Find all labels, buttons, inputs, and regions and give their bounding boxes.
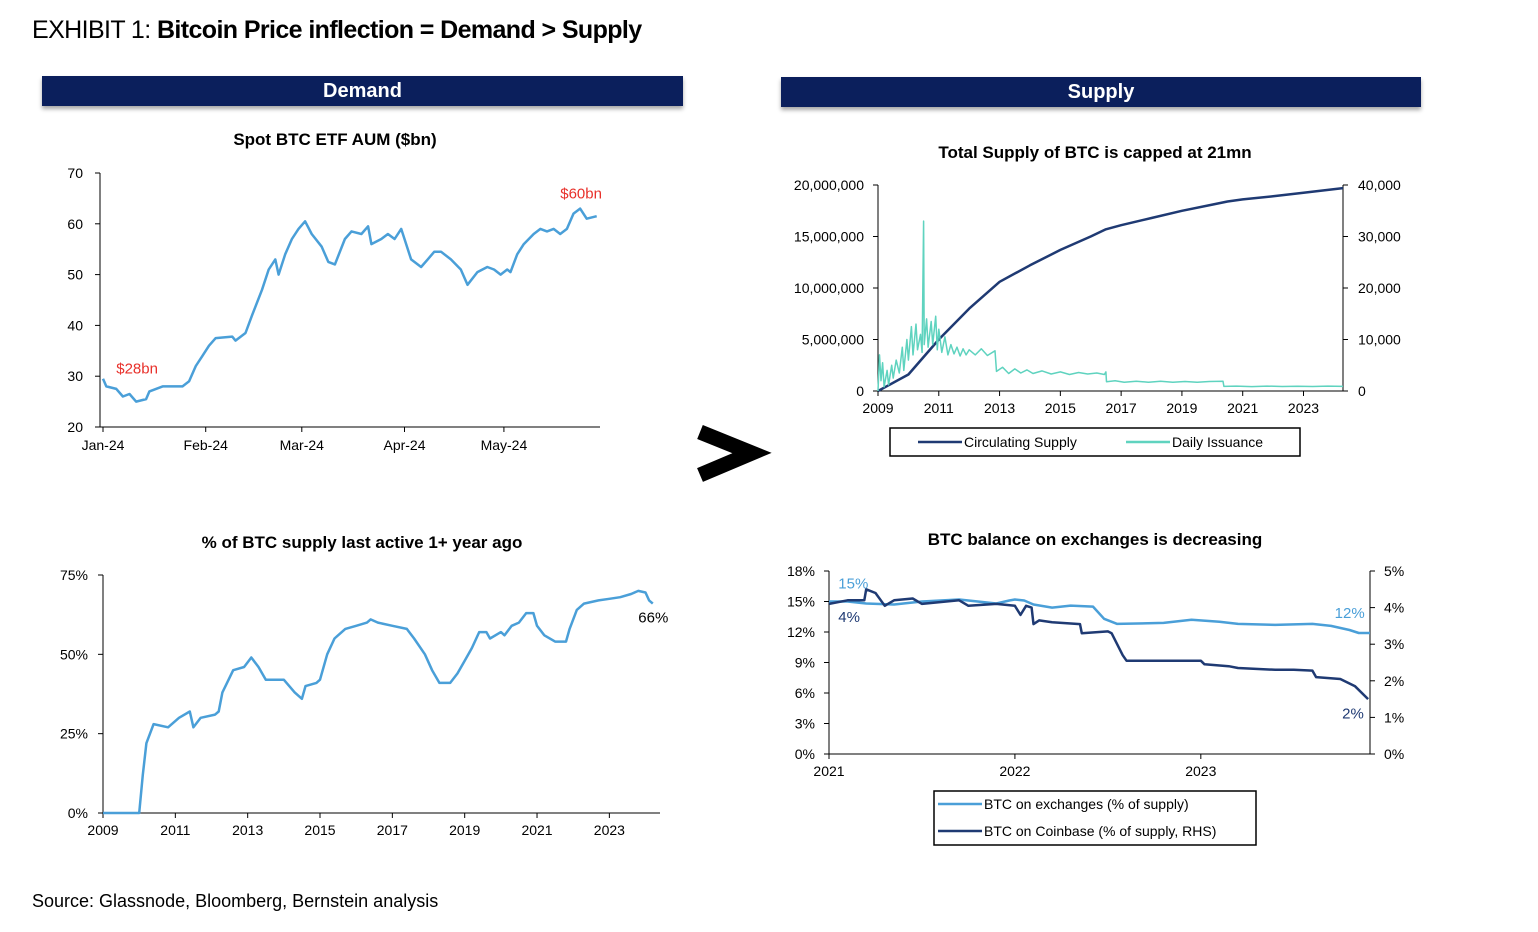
exhibit-title: EXHIBIT 1: Bitcoin Price inflection = De… xyxy=(32,16,642,45)
series-line-1 xyxy=(828,588,1369,700)
x-tick-label: 2011 xyxy=(160,822,190,838)
x-tick-label: May-24 xyxy=(481,437,528,453)
series-line-0 xyxy=(877,186,1344,393)
series-line-0 xyxy=(101,207,598,403)
y-tick-label-right: 2% xyxy=(1384,673,1404,689)
series-line-1 xyxy=(877,220,1344,392)
series-line-0 xyxy=(829,598,1370,635)
y-tick-label: 18% xyxy=(787,563,815,579)
y-tick-label: 20,000,000 xyxy=(794,177,864,193)
y-tick-label: 70 xyxy=(67,165,83,181)
x-tick-label: Feb-24 xyxy=(184,437,229,453)
data-label: 4% xyxy=(838,609,860,626)
y-tick-label: 15% xyxy=(787,594,815,610)
y-tick-label: 6% xyxy=(795,685,815,701)
x-tick-label: 2022 xyxy=(999,763,1030,779)
y-tick-label: 0% xyxy=(68,805,88,821)
data-label: 15% xyxy=(838,575,868,592)
y-tick-label: 50% xyxy=(60,646,88,662)
y-tick-label: 0% xyxy=(795,746,815,762)
y-tick-label: 50 xyxy=(67,267,83,283)
legend-label: Daily Issuance xyxy=(1172,434,1263,450)
data-label: 12% xyxy=(1335,605,1365,622)
y-tick-label-right: 0 xyxy=(1358,383,1366,399)
data-label: 2% xyxy=(1342,705,1364,722)
x-tick-label: 2017 xyxy=(1106,400,1137,416)
y-tick-label: 20 xyxy=(67,419,83,435)
greater-than-icon xyxy=(697,425,772,482)
y-tick-label: 10,000,000 xyxy=(794,280,864,296)
x-tick-label: 2021 xyxy=(813,763,844,779)
y-tick-label: 0 xyxy=(856,383,864,399)
series-line-0 xyxy=(103,589,654,815)
x-tick-label: 2013 xyxy=(232,822,263,838)
y-tick-label: 30 xyxy=(67,368,83,384)
x-tick-label: Jan-24 xyxy=(82,437,125,453)
source-note: Source: Glassnode, Bloomberg, Bernstein … xyxy=(32,891,439,911)
x-tick-label: 2015 xyxy=(1045,400,1076,416)
chart-supply: Total Supply of BTC is capped at 21mn 0 5,… xyxy=(794,143,1401,457)
y-tick-label: 5,000,000 xyxy=(802,332,864,348)
y-tick-label-right: 4% xyxy=(1384,600,1404,616)
legend-label: BTC on exchanges (% of supply) xyxy=(984,796,1189,812)
y-tick-label-right: 30,000 xyxy=(1358,229,1401,245)
chart-etf: Spot BTC ETF AUM ($bn) 20 30 40 50 60 70 Jan-24… xyxy=(67,130,602,453)
supply-band: Supply xyxy=(781,77,1421,107)
x-tick-label: 2021 xyxy=(521,822,552,838)
x-tick-label: 2009 xyxy=(87,822,118,838)
x-tick-label: 2009 xyxy=(862,400,893,416)
y-tick-label-right: 0% xyxy=(1384,746,1404,762)
chart-title: Spot BTC ETF AUM ($bn) xyxy=(233,130,436,149)
y-tick-label: 25% xyxy=(60,726,88,742)
y-tick-label-right: 20,000 xyxy=(1358,280,1401,296)
chart-title: % of BTC supply last active 1+ year ago xyxy=(202,533,523,552)
y-tick-label: 60 xyxy=(67,216,83,232)
x-tick-label: 2019 xyxy=(449,822,480,838)
x-tick-label: 2013 xyxy=(984,400,1015,416)
y-tick-label: 12% xyxy=(787,624,815,640)
x-tick-label: Mar-24 xyxy=(280,437,325,453)
x-tick-label: 2023 xyxy=(1185,763,1216,779)
y-tick-label-right: 40,000 xyxy=(1358,177,1401,193)
legend-label: Circulating Supply xyxy=(964,434,1077,450)
legend-label: BTC on Coinbase (% of supply, RHS) xyxy=(984,823,1216,839)
y-tick-label-right: 10,000 xyxy=(1358,332,1401,348)
exhibit-prefix: EXHIBIT 1: xyxy=(32,16,151,44)
chart-title: Total Supply of BTC is capped at 21mn xyxy=(938,143,1251,162)
y-tick-label: 40 xyxy=(67,317,83,333)
y-tick-label: 75% xyxy=(60,567,88,583)
x-tick-label: 2011 xyxy=(924,400,954,416)
data-label: $28bn xyxy=(116,361,158,378)
y-tick-label: 9% xyxy=(795,655,815,671)
y-tick-label: 3% xyxy=(795,716,815,732)
legend-box xyxy=(933,790,1257,846)
exhibit-main-title: Bitcoin Price inflection = Demand > Supp… xyxy=(156,16,642,44)
x-tick-label: 2023 xyxy=(1288,400,1319,416)
x-tick-label: 2019 xyxy=(1166,400,1197,416)
y-tick-label: 15,000,000 xyxy=(794,229,864,245)
x-tick-label: 2021 xyxy=(1227,400,1258,416)
x-tick-label: 2015 xyxy=(304,822,335,838)
x-tick-label: 2023 xyxy=(594,822,625,838)
chart-exchanges: BTC balance on exchanges is decreasing 0%… xyxy=(787,530,1404,846)
demand-band: Demand xyxy=(42,76,683,106)
data-label: $60bn xyxy=(560,185,602,202)
y-tick-label-right: 5% xyxy=(1384,563,1404,579)
chart-active: % of BTC supply last active 1+ year ago 0… xyxy=(60,533,668,838)
y-tick-label-right: 3% xyxy=(1384,636,1404,652)
x-tick-label: 2017 xyxy=(377,822,408,838)
chart-title: BTC balance on exchanges is decreasing xyxy=(928,530,1262,549)
x-tick-label: Apr-24 xyxy=(383,437,425,453)
data-label: 66% xyxy=(638,610,668,627)
y-tick-label-right: 1% xyxy=(1384,709,1404,725)
